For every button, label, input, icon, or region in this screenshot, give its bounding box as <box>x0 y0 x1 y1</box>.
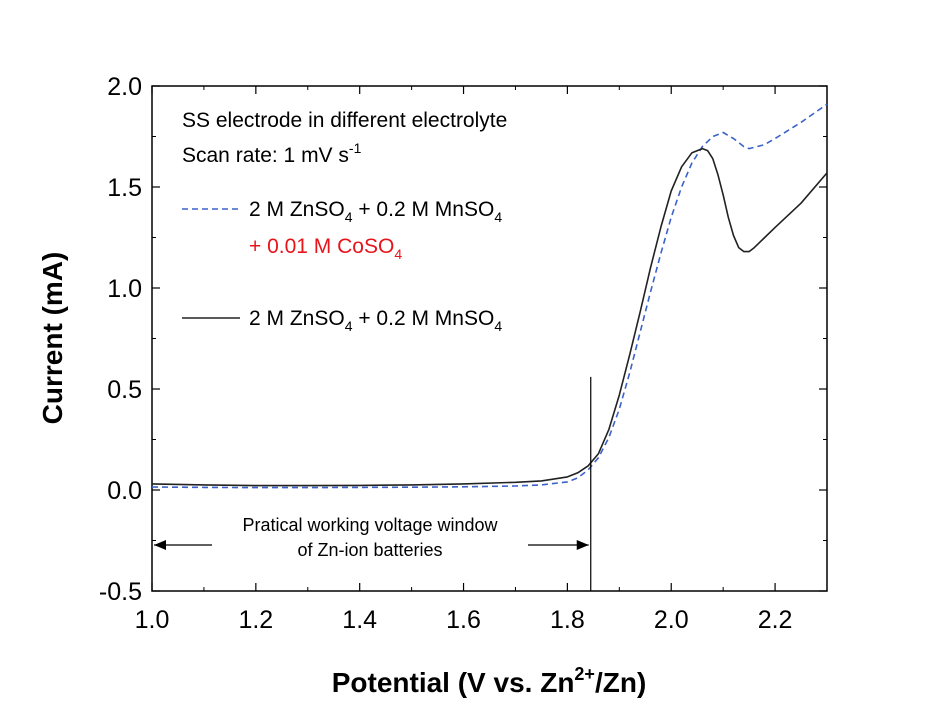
legend-label-series-1-line-2: + 0.01 M CoSO4 <box>249 235 402 262</box>
x-tick-label-1.8: 1.8 <box>550 606 585 634</box>
y-tick-label-0.5: 0.5 <box>107 376 142 404</box>
legend-2-c: + 0.2 M MnSO <box>353 307 495 330</box>
legend-1-c: + 0.2 M MnSO <box>353 198 495 221</box>
legend-2-b: 4 <box>345 318 353 334</box>
legend-label-series-2: 2 M ZnSO4 + 0.2 M MnSO4 <box>249 307 502 334</box>
legend-2-a: 2 M ZnSO <box>249 307 345 330</box>
legend-label-series-1: 2 M ZnSO4 + 0.2 M MnSO4 <box>249 198 502 225</box>
y-axis-title: Current (mA) <box>37 252 68 425</box>
header-line-2: Scan rate: 1 mV s-1 <box>182 140 362 167</box>
x-tick-label-1.2: 1.2 <box>238 606 273 634</box>
window-arrow-right-head <box>576 540 589 550</box>
x-axis-title: Potential (V vs. Zn2+/Zn) <box>332 664 647 698</box>
legend-1-line2-a: + 0.01 M CoSO <box>249 235 394 258</box>
window-arrow-left-head <box>154 540 166 550</box>
x-tick-label-1.0: 1.0 <box>135 606 170 634</box>
x-axis-title-sup: 2+ <box>574 664 595 684</box>
x-axis-title-tail: /Zn) <box>595 667 646 698</box>
series-lines <box>151 103 828 489</box>
working-window-arrows <box>154 376 592 591</box>
legend-1-b: 4 <box>345 209 353 225</box>
y-tick-label-2.0: 2.0 <box>107 73 142 101</box>
x-axis-title-main: Potential (V vs. Zn <box>332 667 575 698</box>
y-tick-label-0.0: 0.0 <box>107 477 142 505</box>
x-tick-label-2.0: 2.0 <box>654 606 689 634</box>
x-tick-label-2.2: 2.2 <box>758 606 793 634</box>
legend-2-d: 4 <box>494 318 502 334</box>
header-line-2-main: Scan rate: 1 mV s <box>182 144 349 167</box>
series-line-1 <box>151 103 828 489</box>
window-label-line-2: of Zn-ion batteries <box>297 540 442 560</box>
y-tick-label-1.5: 1.5 <box>107 174 142 202</box>
legend-1-line2-b: 4 <box>394 246 402 262</box>
y-tick-label--0.5: -0.5 <box>99 578 142 606</box>
ticks: 1.0 1.2 1.4 1.6 1.8 2.0 2.2 -0.5 0.0 0.5 1.0 1.5 2.0 <box>99 73 828 634</box>
header-line-1: SS electrode in different electrolyte <box>182 109 507 132</box>
x-tick-label-1.4: 1.4 <box>342 606 377 634</box>
header-line-2-sup: -1 <box>349 140 362 156</box>
x-tick-label-1.6: 1.6 <box>446 606 481 634</box>
series-line-2 <box>151 147 828 487</box>
legend-1-a: 2 M ZnSO <box>249 198 345 221</box>
window-label-line-1: Pratical working voltage window <box>242 515 498 535</box>
legend-1-d: 4 <box>494 209 502 225</box>
y-tick-label-1.0: 1.0 <box>107 275 142 303</box>
